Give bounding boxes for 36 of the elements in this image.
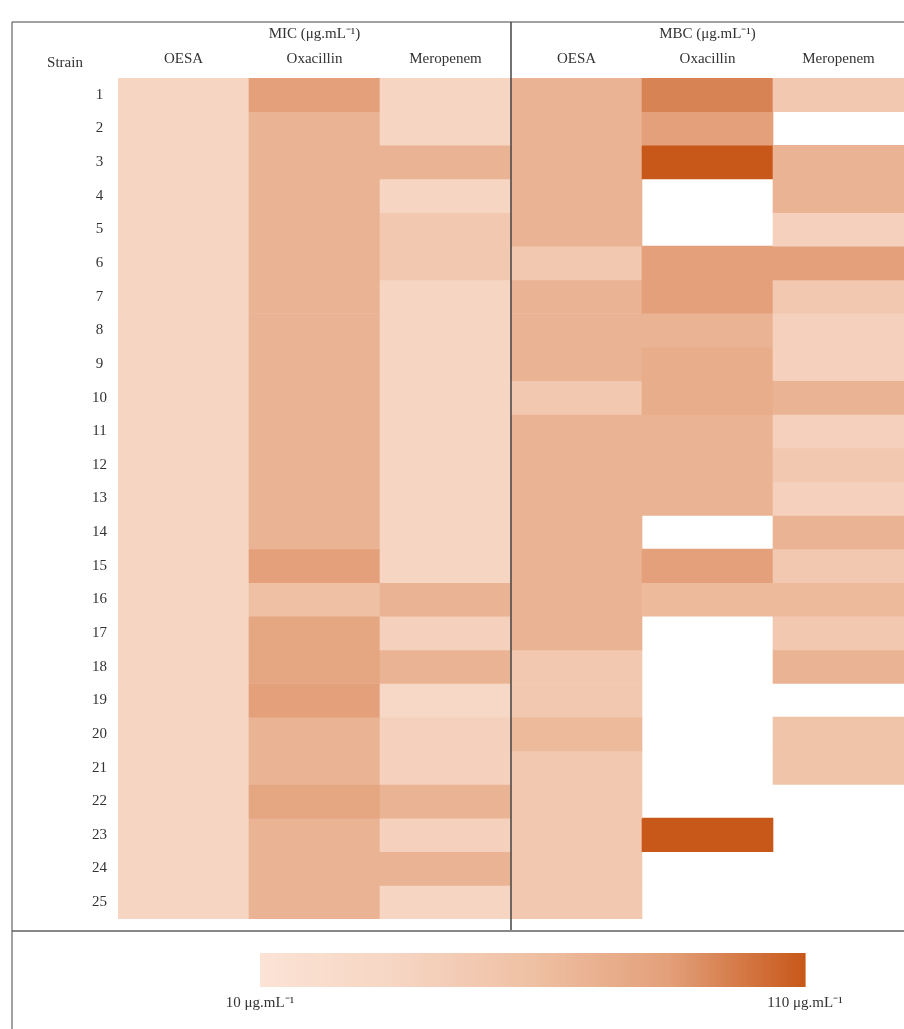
y-tick-label: 17 bbox=[92, 624, 108, 640]
y-axis-title: Strain bbox=[47, 53, 84, 70]
x-tick-label: Meropenem bbox=[802, 49, 876, 66]
y-tick-label: 7 bbox=[95, 287, 104, 304]
x-tick-label: Oxacillin bbox=[679, 49, 736, 66]
y-tick-label: 19 bbox=[92, 691, 107, 708]
y-tick-label: 13 bbox=[92, 489, 107, 506]
y-tick-label: 6 bbox=[95, 253, 104, 270]
y-tick-label: 14 bbox=[92, 523, 108, 540]
y-tick-label: 3 bbox=[95, 153, 104, 170]
y-tick-label: 11 bbox=[92, 422, 107, 439]
color-bar-label: 110 μg.mL⁻¹ bbox=[767, 993, 843, 1010]
y-tick-label: 8 bbox=[95, 321, 104, 338]
y-tick-label: 24 bbox=[92, 859, 108, 876]
text: MIC (μg.mL⁻¹) bbox=[268, 24, 361, 42]
y-tick-label: 18 bbox=[92, 657, 107, 674]
y-tick-label: 1 bbox=[95, 85, 104, 102]
y-tick-label: 2 bbox=[95, 119, 104, 136]
y-tick-label: 12 bbox=[92, 455, 107, 472]
text: MBC (μg.mL⁻¹) bbox=[659, 24, 756, 42]
color-bar-label: 10 μg.mL⁻¹ bbox=[225, 993, 295, 1010]
y-tick-label: 4 bbox=[95, 186, 104, 203]
y-tick-label: 16 bbox=[92, 590, 108, 607]
x-tick-label: Meropenem bbox=[409, 49, 483, 66]
x-tick-label: Oxacillin bbox=[286, 49, 343, 66]
y-tick-label: 21 bbox=[92, 758, 107, 775]
y-tick-label: 15 bbox=[92, 556, 107, 573]
y-tick-label: 20 bbox=[92, 724, 107, 741]
y-tick-label: 10 bbox=[92, 388, 107, 405]
y-tick-label: 23 bbox=[92, 825, 107, 842]
x-tick-label: OESA bbox=[163, 49, 204, 66]
y-tick-label: 22 bbox=[92, 792, 107, 809]
y-tick-label: 9 bbox=[95, 354, 104, 371]
y-tick-label: 5 bbox=[95, 220, 104, 237]
y-tick-label: 25 bbox=[92, 893, 107, 910]
x-tick-label: OESA bbox=[556, 49, 597, 66]
